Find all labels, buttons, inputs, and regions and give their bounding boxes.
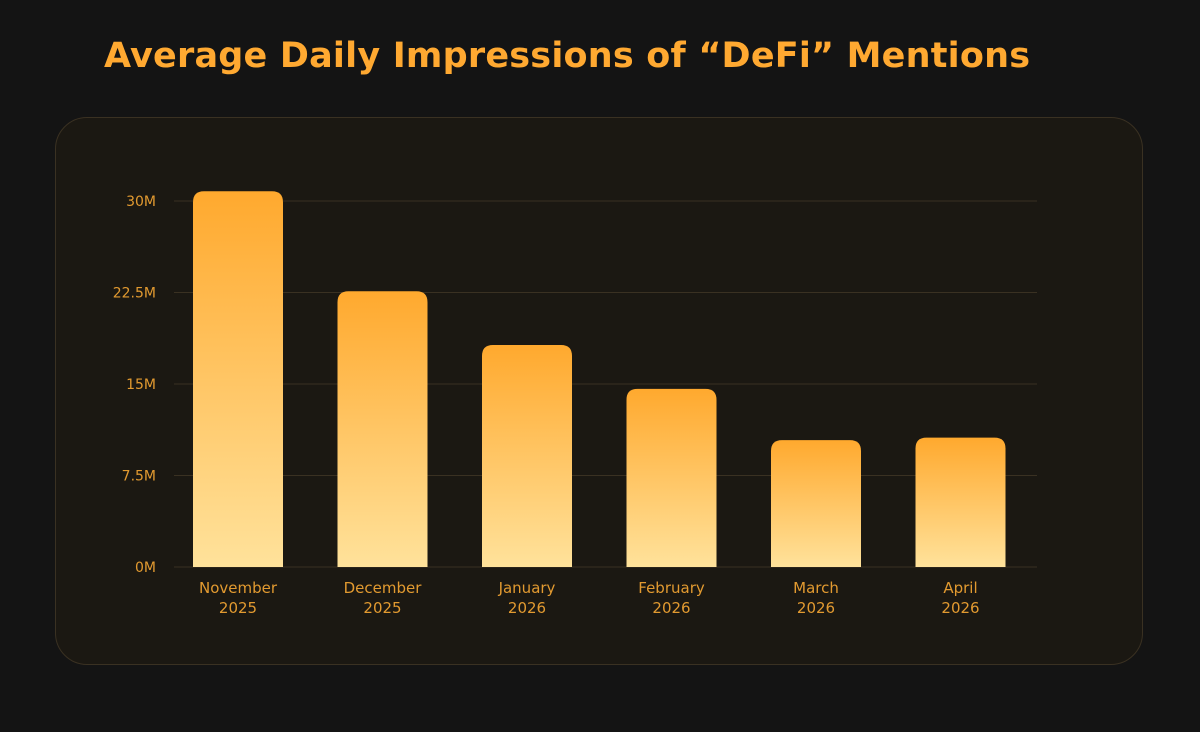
x-tick-label-line: 2025 — [219, 599, 257, 617]
y-tick-label: 0M — [135, 560, 156, 576]
x-tick-label: January 2026 — [498, 579, 556, 617]
x-tick-label-line: March — [793, 579, 839, 597]
bar-chart: 0M 7.5M 15M 22.5M 30M November 2025 December 20… — [113, 191, 1037, 617]
bar — [915, 437, 1006, 567]
x-tick-label-line: December — [344, 579, 423, 597]
grid-lines — [174, 200, 1037, 568]
x-tick-label-line: April — [943, 579, 977, 597]
bar — [337, 291, 428, 567]
y-tick-label: 15M — [126, 377, 156, 393]
chart-card: 0M 7.5M 15M 22.5M 30M November 2025 December 20… — [55, 117, 1143, 665]
x-tick-label-line: November — [199, 579, 278, 597]
y-tick-label: 30M — [126, 194, 156, 210]
bar — [771, 440, 861, 567]
x-tick-label: December 2025 — [344, 579, 423, 617]
x-tick-label: April 2026 — [941, 579, 979, 617]
x-tick-label-line: 2026 — [797, 599, 835, 617]
x-tick-label-line: 2025 — [363, 599, 401, 617]
bar — [193, 191, 283, 567]
y-tick-label: 22.5M — [113, 286, 156, 302]
x-tick-label-line: January — [498, 579, 556, 597]
x-tick-label: February 2026 — [638, 579, 705, 617]
x-tick-label: November 2025 — [199, 579, 278, 617]
x-tick-label-line: 2026 — [508, 599, 546, 617]
x-tick-label-line: 2026 — [652, 599, 690, 617]
chart-title: Average Daily Impressions of “DeFi” Ment… — [104, 36, 1031, 76]
bar — [626, 388, 717, 567]
x-tick-label: March 2026 — [793, 579, 839, 617]
y-axis: 0M 7.5M 15M 22.5M 30M — [113, 194, 156, 576]
bar — [482, 344, 572, 567]
x-tick-label-line: February — [638, 579, 705, 597]
bars — [193, 191, 1006, 567]
y-tick-label: 7.5M — [122, 469, 156, 485]
x-tick-label-line: 2026 — [941, 599, 979, 617]
